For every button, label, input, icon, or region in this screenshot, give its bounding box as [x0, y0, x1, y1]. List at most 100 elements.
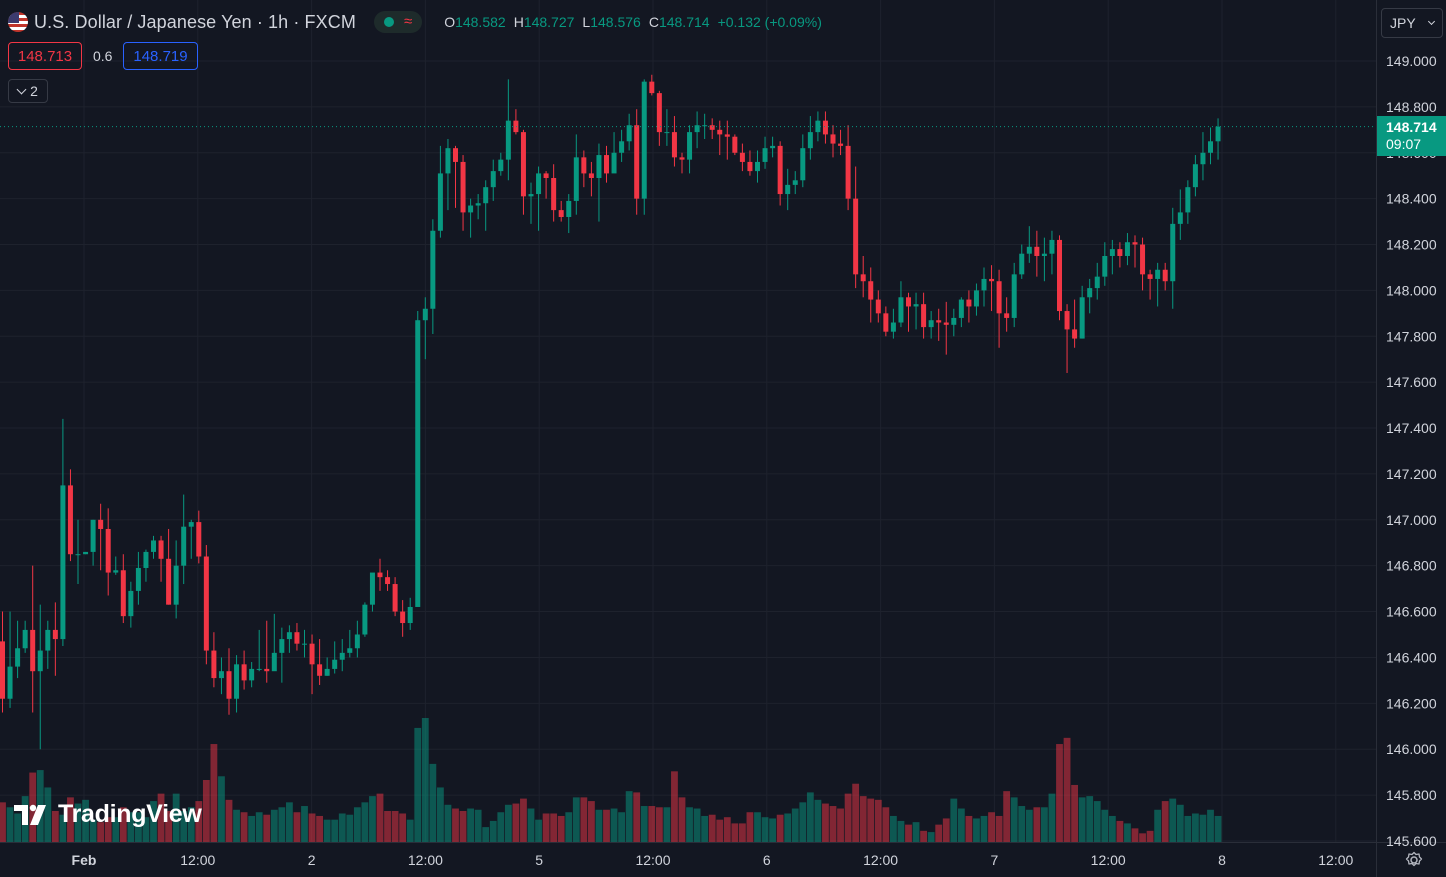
indicators-collapse-button[interactable]: 2 — [8, 79, 48, 103]
currency-selector[interactable]: JPY — [1381, 8, 1443, 38]
candle-body — [1215, 126, 1221, 142]
bar-countdown: 09:07 — [1386, 136, 1422, 152]
volume-bar — [421, 718, 429, 842]
candle-body — [1057, 239, 1062, 312]
volume-bar — [0, 802, 6, 842]
candle-body — [445, 148, 451, 174]
candle-body — [22, 629, 28, 649]
volume-bar — [1154, 809, 1162, 842]
candle-body — [1124, 242, 1130, 256]
candle-body — [286, 632, 292, 640]
volume-bar — [1071, 784, 1078, 842]
time-axis[interactable]: Feb 12:00 2 12:00 5 12:00 6 12:00 7 12:00 8 12:00 — [72, 852, 1354, 868]
ohlc-open: O148.582 — [444, 14, 506, 30]
time-tick-label: 5 — [535, 852, 543, 868]
candle-body — [1109, 249, 1115, 256]
volume-bar — [497, 812, 505, 842]
candle-body — [234, 664, 240, 699]
candle-body — [536, 173, 542, 195]
volume-bar — [663, 807, 671, 842]
volume-bar — [799, 802, 807, 842]
volume-bar — [935, 824, 943, 842]
volume-bar — [1078, 797, 1086, 842]
volume-bar — [588, 801, 595, 842]
volume-bar — [761, 817, 769, 842]
volume-bar — [844, 793, 852, 842]
volume-bar — [708, 814, 716, 842]
volume-bars — [0, 718, 1222, 842]
chart-settings-button[interactable] — [1402, 848, 1426, 872]
volume-bar — [837, 808, 844, 842]
candle-body — [890, 322, 896, 332]
candle-body — [724, 134, 730, 137]
price-tick-label: 149.000 — [1386, 53, 1437, 69]
volume-bar — [784, 813, 792, 842]
volume-bar — [965, 815, 973, 842]
candle-body — [181, 526, 187, 566]
volume-bar — [59, 814, 67, 842]
volume-bar — [308, 813, 316, 842]
candle-body — [717, 129, 723, 135]
candle-body — [807, 132, 813, 149]
volume-bar — [44, 787, 52, 842]
volume-bar — [301, 806, 308, 842]
candle-body — [75, 554, 81, 556]
time-tick-label: 12:00 — [863, 852, 898, 868]
candle-body — [687, 132, 693, 160]
candle-body — [966, 299, 972, 307]
volume-bar — [905, 824, 912, 842]
candle-body — [369, 572, 375, 605]
candle-body — [800, 148, 806, 181]
candle-body — [385, 577, 391, 585]
ohlc-close: C148.714 — [648, 14, 710, 30]
candle-body — [543, 173, 549, 178]
candle-body — [1094, 276, 1100, 289]
candle-body — [1155, 269, 1161, 279]
candle-body — [996, 281, 1002, 314]
candle-body — [1072, 329, 1078, 339]
candle-body — [105, 528, 111, 573]
volume-bar — [338, 813, 346, 842]
price-tick-label: 145.600 — [1386, 833, 1437, 849]
volume-bar — [1086, 796, 1094, 842]
volume-bar — [746, 812, 754, 842]
candle-body — [422, 308, 428, 321]
price-tick-label: 147.800 — [1386, 328, 1437, 344]
candle-body — [249, 668, 255, 681]
candle-body — [1041, 253, 1047, 256]
price-tick-label: 146.800 — [1386, 558, 1437, 574]
candle-body — [483, 187, 489, 204]
candle-body — [226, 671, 232, 699]
price-axis[interactable]: 149.000148.800148.600148.400148.200148.0… — [1386, 53, 1437, 849]
candle-body — [83, 551, 89, 555]
symbol-title[interactable]: U.S. Dollar / Japanese Yen · 1h · FXCM — [34, 11, 356, 32]
market-status[interactable]: ≈ — [373, 11, 423, 33]
candle-body — [868, 281, 874, 300]
candle-body — [294, 632, 300, 644]
candle-body — [815, 120, 821, 133]
last-price-value: 148.714 — [1386, 119, 1437, 135]
volume-bar — [150, 801, 157, 842]
volume-bar — [1033, 807, 1041, 842]
candle-body — [392, 584, 398, 612]
wave-icon: ≈ — [403, 13, 413, 30]
volume-bar — [1169, 798, 1177, 842]
time-tick-label: 8 — [1218, 852, 1226, 868]
sell-button[interactable]: 148.713 — [8, 42, 82, 70]
candle-body — [785, 184, 791, 195]
candle-body — [1170, 223, 1176, 282]
price-tick-label: 147.200 — [1386, 466, 1437, 482]
candle-body — [453, 148, 458, 162]
buy-button[interactable]: 148.719 — [123, 42, 198, 70]
volume-bar — [565, 812, 573, 842]
candle-body — [664, 132, 670, 134]
volume-bar — [195, 801, 203, 842]
volume-bar — [776, 814, 784, 842]
price-tick-label: 147.600 — [1386, 374, 1437, 390]
tradingview-logo[interactable]: TradingView — [12, 800, 202, 829]
volume-bar — [142, 817, 150, 842]
volume-bar — [1025, 809, 1033, 842]
volume-bar — [384, 811, 391, 842]
ohlc-values: O148.582 H148.727 L148.576 C148.714 +0.1… — [444, 14, 822, 30]
